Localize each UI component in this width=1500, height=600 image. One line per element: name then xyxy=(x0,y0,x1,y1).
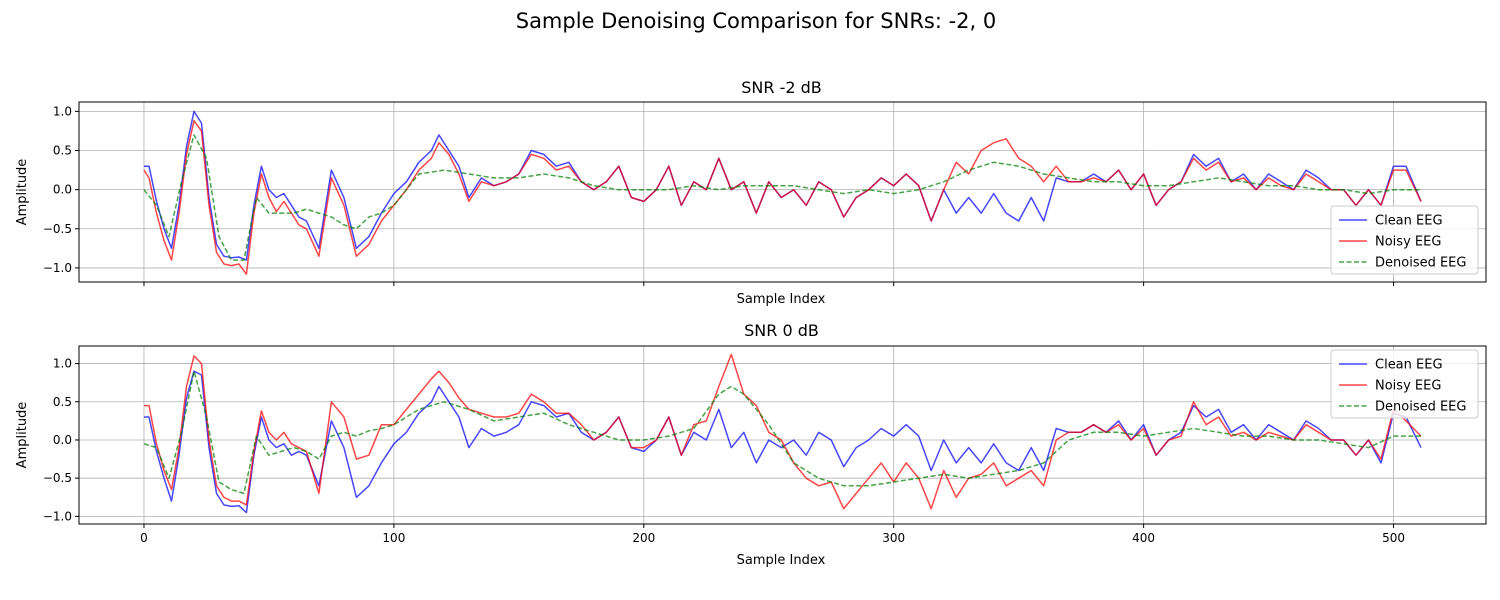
y-tick-label: 0.0 xyxy=(53,183,72,197)
figure-title: Sample Denoising Comparison for SNRs: -2… xyxy=(516,9,997,33)
y-tick-label: −0.5 xyxy=(43,222,72,236)
series-line-noisy-eeg-1 xyxy=(143,120,1422,275)
y-tick-label: 1.0 xyxy=(53,357,72,371)
y-axis-label-1: Amplitude xyxy=(15,159,30,226)
y-tick-label: 1.0 xyxy=(53,104,72,118)
y-tick-label: 0.5 xyxy=(53,144,72,158)
axes-frame-1 xyxy=(78,101,1487,283)
subplot-title-1: SNR -2 dB xyxy=(741,78,822,97)
subplot-title-2: SNR 0 dB xyxy=(744,321,819,340)
y-tick-label: 0.5 xyxy=(53,395,72,409)
legend-box-2 xyxy=(1330,349,1479,419)
y-tick-label: 0.0 xyxy=(53,433,72,447)
legend-label: Denoised EEG xyxy=(1375,400,1466,415)
x-axis-label-2: Sample Index xyxy=(737,553,826,568)
legend-label: Denoised EEG xyxy=(1375,256,1466,271)
x-tick-label: 100 xyxy=(382,531,405,545)
x-axis-label-1: Sample Index xyxy=(737,292,826,307)
series-line-noisy-eeg-2 xyxy=(144,353,1422,510)
legend-label: Noisy EEG xyxy=(1375,235,1441,250)
series-line-denoised-eeg-1 xyxy=(143,134,1421,261)
y-tick-label: −0.5 xyxy=(43,471,72,485)
y-tick-label: −1.0 xyxy=(43,509,72,523)
x-tick-label: 200 xyxy=(632,531,655,545)
legend-label: Clean EEG xyxy=(1375,214,1443,229)
legend-label: Clean EEG xyxy=(1375,358,1443,373)
x-tick-label: 500 xyxy=(1382,531,1405,545)
series-line-denoised-eeg-2 xyxy=(143,370,1421,495)
x-tick-label: 300 xyxy=(882,531,905,545)
y-tick-label: −1.0 xyxy=(43,261,72,275)
axes-frame-2 xyxy=(78,345,1487,525)
y-axis-label-2: Amplitude xyxy=(15,402,30,469)
legend-label: Noisy EEG xyxy=(1375,379,1441,394)
x-tick-label: 0 xyxy=(140,531,148,545)
x-tick-label: 400 xyxy=(1132,531,1155,545)
legend-box-1 xyxy=(1330,205,1479,275)
